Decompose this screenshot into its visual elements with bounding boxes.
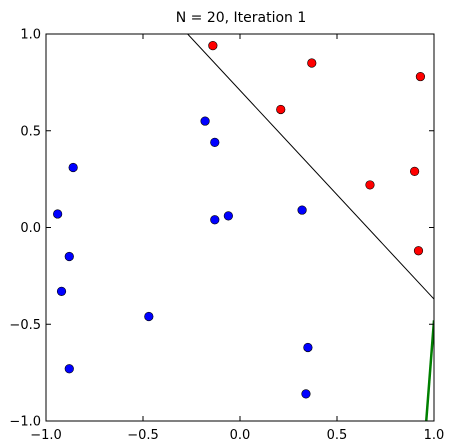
point-series1-2 [307, 58, 317, 68]
x-tick-label: −0.5 [127, 428, 159, 443]
x-tick-label: 0.5 [327, 428, 348, 443]
chart-title: N = 20, Iteration 1 [176, 10, 307, 26]
y-tick-label: −0.5 [9, 318, 41, 333]
x-tick-label: 1.0 [424, 428, 445, 443]
y-tick-label: 1.0 [20, 28, 41, 43]
point-series1-1 [208, 41, 218, 51]
point-series2-6 [223, 211, 233, 221]
point-series1-6 [410, 166, 420, 176]
point-series2-1 [200, 116, 210, 126]
x-tick-label: 0.0 [230, 428, 251, 443]
point-series1-4 [276, 104, 286, 115]
y-tick-label: 0.5 [20, 124, 41, 139]
plot-content [187, 34, 434, 421]
point-series2-2 [210, 137, 220, 147]
point-series2-3 [68, 162, 78, 173]
boundary-line-1 [187, 34, 434, 300]
point-series1-3 [415, 71, 426, 82]
point-series2-4 [53, 209, 63, 219]
point-series1-7 [413, 246, 424, 256]
plot-area [53, 34, 434, 421]
point-series2-8 [64, 251, 74, 262]
point-series2-9 [56, 286, 67, 296]
y-tick-label: −1.0 [9, 415, 41, 430]
point-series2-12 [64, 364, 74, 374]
point-series1-5 [365, 180, 375, 190]
boundary-line-2 [424, 320, 434, 421]
x-tick-label: −1.0 [30, 428, 62, 443]
point-series2-10 [144, 311, 154, 322]
axis-ticks: −1.0 −0.5 0.0 0.5 1.0 −1.0 −0.5 0.0 0.5 1.0 [9, 28, 444, 444]
point-series2-7 [297, 205, 307, 215]
y-tick-label: 0.0 [20, 221, 41, 236]
point-series2-11 [303, 342, 313, 353]
point-series2-13 [301, 389, 311, 399]
point-series2-5 [210, 215, 220, 225]
axes-frame [45, 33, 435, 422]
